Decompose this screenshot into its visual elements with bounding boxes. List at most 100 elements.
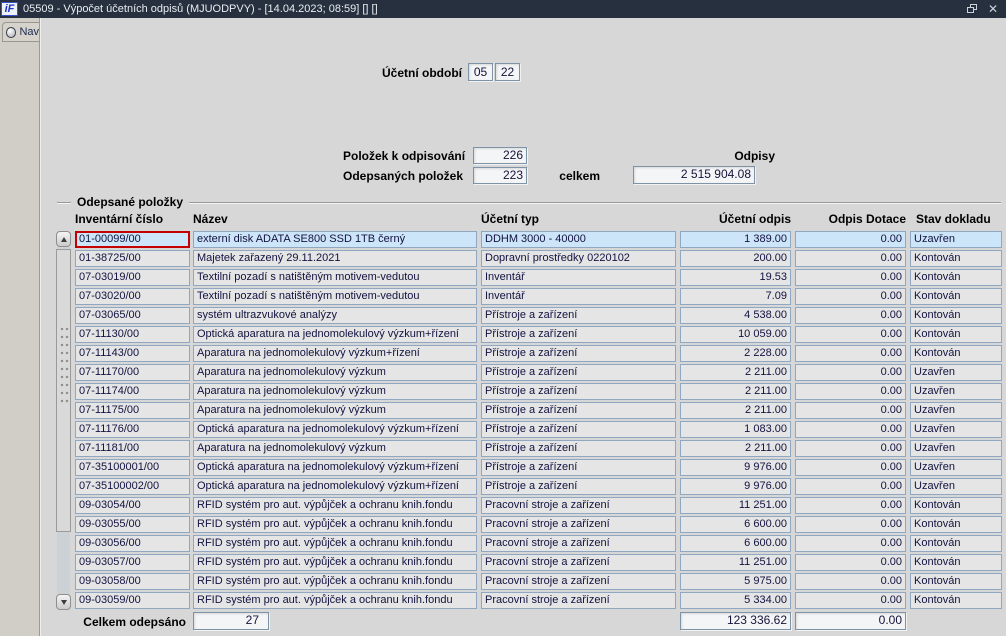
table-cell[interactable]: Kontován: [910, 307, 1002, 324]
table-cell[interactable]: 07-03020/00: [75, 288, 190, 305]
table-cell[interactable]: 01-38725/00: [75, 250, 190, 267]
table-cell[interactable]: 0.00: [795, 535, 906, 552]
table-cell[interactable]: Přístroje a zařízení: [481, 326, 676, 343]
table-cell[interactable]: Textilní pozadí s natištěným motivem-ved…: [193, 269, 477, 286]
table-cell[interactable]: 07-35100001/00: [75, 459, 190, 476]
table-cell[interactable]: RFID systém pro aut. výpůjček a ochranu …: [193, 554, 477, 571]
table-cell[interactable]: Pracovní stroje a zařízení: [481, 573, 676, 590]
table-row[interactable]: 07-11130/00 Optická aparatura na jednomol…: [75, 326, 1002, 343]
table-cell[interactable]: Uzavřen: [910, 383, 1002, 400]
table-cell[interactable]: 09-03059/00: [75, 592, 190, 609]
table-cell[interactable]: 0.00: [795, 307, 906, 324]
table-row[interactable]: 07-11176/00 Optická aparatura na jednomol…: [75, 421, 1002, 438]
table-cell[interactable]: 4 538.00: [680, 307, 791, 324]
table-cell[interactable]: 1 389.00: [680, 231, 791, 248]
table-cell[interactable]: Kontován: [910, 535, 1002, 552]
table-cell[interactable]: 09-03058/00: [75, 573, 190, 590]
table-cell[interactable]: 09-03054/00: [75, 497, 190, 514]
table-cell[interactable]: Kontován: [910, 288, 1002, 305]
table-row[interactable]: 09-03058/00 RFID systém pro aut. výpůjček…: [75, 573, 1002, 590]
table-cell[interactable]: 07-11175/00: [75, 402, 190, 419]
table-cell[interactable]: Pracovní stroje a zařízení: [481, 554, 676, 571]
table-cell[interactable]: Uzavřen: [910, 440, 1002, 457]
table-cell[interactable]: Kontován: [910, 516, 1002, 533]
table-cell[interactable]: Přístroje a zařízení: [481, 440, 676, 457]
table-cell[interactable]: RFID systém pro aut. výpůjček a ochranu …: [193, 592, 477, 609]
table-cell[interactable]: 9 976.00: [680, 478, 791, 495]
table-cell[interactable]: Textilní pozadí s natištěným motivem-ved…: [193, 288, 477, 305]
table-cell[interactable]: 0.00: [795, 269, 906, 286]
depreciated-items-field[interactable]: 223: [473, 167, 527, 184]
table-cell[interactable]: Uzavřen: [910, 231, 1002, 248]
table-cell[interactable]: Kontován: [910, 250, 1002, 267]
table-cell[interactable]: 0.00: [795, 573, 906, 590]
total-dotace-field[interactable]: 0.00: [795, 612, 906, 630]
table-cell[interactable]: Přístroje a zařízení: [481, 345, 676, 362]
table-row[interactable]: 07-35100001/00 Optická aparatura na jedno…: [75, 459, 1002, 476]
table-cell[interactable]: 6 600.00: [680, 535, 791, 552]
items-to-depreciate-field[interactable]: 226: [473, 147, 527, 164]
table-cell[interactable]: RFID systém pro aut. výpůjček a ochranu …: [193, 535, 477, 552]
period-month-input[interactable]: [468, 63, 493, 81]
table-cell[interactable]: Kontován: [910, 554, 1002, 571]
table-cell[interactable]: 07-11130/00: [75, 326, 190, 343]
table-cell[interactable]: 2 211.00: [680, 383, 791, 400]
table-cell[interactable]: Přístroje a zařízení: [481, 402, 676, 419]
table-cell[interactable]: Přístroje a zařízení: [481, 459, 676, 476]
table-cell[interactable]: Optická aparatura na jednomolekulový výz…: [193, 421, 477, 438]
table-cell[interactable]: Přístroje a zařízení: [481, 478, 676, 495]
close-window-button[interactable]: ✕: [987, 2, 998, 16]
table-cell[interactable]: 09-03056/00: [75, 535, 190, 552]
table-row[interactable]: 01-00099/00 externí disk ADATA SE800 SSD …: [75, 231, 1002, 248]
table-cell[interactable]: Pracovní stroje a zařízení: [481, 516, 676, 533]
table-row[interactable]: 07-11143/00 Aparatura na jednomolekulový …: [75, 345, 1002, 362]
table-cell[interactable]: 0.00: [795, 326, 906, 343]
table-cell[interactable]: Optická aparatura na jednomolekulový výz…: [193, 326, 477, 343]
table-cell[interactable]: 07-35100002/00: [75, 478, 190, 495]
table-cell[interactable]: 0.00: [795, 478, 906, 495]
table-cell[interactable]: 07-11170/00: [75, 364, 190, 381]
table-cell[interactable]: 5 975.00: [680, 573, 791, 590]
table-cell[interactable]: 0.00: [795, 459, 906, 476]
table-row[interactable]: 07-11170/00 Aparatura na jednomolekulový …: [75, 364, 1002, 381]
table-cell[interactable]: 2 211.00: [680, 402, 791, 419]
table-cell[interactable]: 1 083.00: [680, 421, 791, 438]
table-cell[interactable]: 07-11176/00: [75, 421, 190, 438]
total-odpis-field[interactable]: 123 336.62: [680, 612, 791, 630]
table-row[interactable]: 07-03065/00 systém ultrazvukové analýzy Př…: [75, 307, 1002, 324]
table-cell[interactable]: Majetek zařazený 29.11.2021: [193, 250, 477, 267]
table-cell[interactable]: Inventář: [481, 269, 676, 286]
table-cell[interactable]: 2 228.00: [680, 345, 791, 362]
table-cell[interactable]: Aparatura na jednomolekulový výzkum: [193, 440, 477, 457]
table-cell[interactable]: 0.00: [795, 516, 906, 533]
table-row[interactable]: 07-11181/00 Aparatura na jednomolekulový …: [75, 440, 1002, 457]
table-cell[interactable]: Uzavřen: [910, 459, 1002, 476]
table-cell[interactable]: Uzavřen: [910, 421, 1002, 438]
table-row[interactable]: 07-11174/00 Aparatura na jednomolekulový …: [75, 383, 1002, 400]
table-cell[interactable]: Uzavřen: [910, 364, 1002, 381]
table-cell[interactable]: Přístroje a zařízení: [481, 421, 676, 438]
table-row[interactable]: 09-03056/00 RFID systém pro aut. výpůjček…: [75, 535, 1002, 552]
table-cell[interactable]: 2 211.00: [680, 440, 791, 457]
table-cell[interactable]: 0.00: [795, 554, 906, 571]
table-cell[interactable]: Přístroje a zařízení: [481, 383, 676, 400]
vertical-scrollbar[interactable]: [56, 231, 71, 610]
table-cell[interactable]: Uzavřen: [910, 402, 1002, 419]
table-row[interactable]: 07-03020/00 Textilní pozadí s natištěným …: [75, 288, 1002, 305]
table-cell[interactable]: 200.00: [680, 250, 791, 267]
table-cell[interactable]: 0.00: [795, 497, 906, 514]
table-cell[interactable]: 7.09: [680, 288, 791, 305]
table-cell[interactable]: Aparatura na jednomolekulový výzkum+říze…: [193, 345, 477, 362]
table-cell[interactable]: Kontován: [910, 592, 1002, 609]
table-cell[interactable]: Aparatura na jednomolekulový výzkum: [193, 383, 477, 400]
table-cell[interactable]: systém ultrazvukové analýzy: [193, 307, 477, 324]
table-cell[interactable]: RFID systém pro aut. výpůjček a ochranu …: [193, 497, 477, 514]
table-cell[interactable]: 0.00: [795, 250, 906, 267]
title-bar[interactable]: iF 05509 - Výpočet účetních odpisů (MJUO…: [0, 0, 1006, 18]
table-cell[interactable]: Pracovní stroje a zařízení: [481, 497, 676, 514]
table-row[interactable]: 09-03055/00 RFID systém pro aut. výpůjček…: [75, 516, 1002, 533]
table-cell[interactable]: DDHM 3000 - 40000: [481, 231, 676, 248]
table-cell[interactable]: 11 251.00: [680, 497, 791, 514]
table-cell[interactable]: Kontován: [910, 269, 1002, 286]
scroll-up-button[interactable]: [56, 231, 71, 247]
